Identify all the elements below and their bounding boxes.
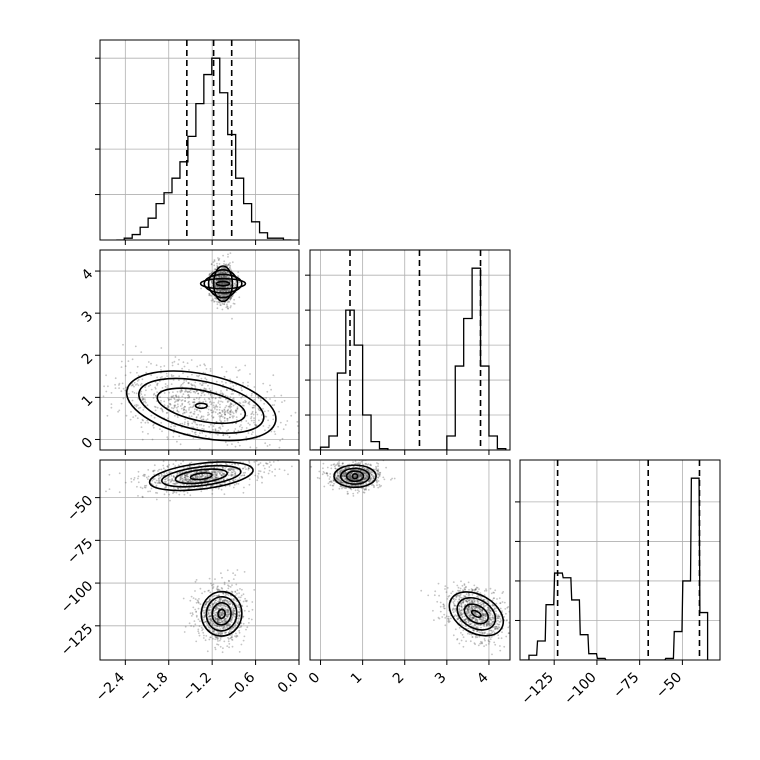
histogram-steps	[521, 477, 709, 660]
density-contour	[199, 277, 247, 290]
sample-points	[182, 569, 256, 654]
x-tick-label: −50	[653, 670, 685, 702]
y-tick-label: 3	[79, 308, 97, 326]
x-tick-label: −100	[561, 670, 600, 709]
panel-hist-p1	[95, 39, 300, 245]
density-contour	[138, 377, 265, 434]
y-tick-label: 4	[79, 266, 97, 284]
y-tick-label: −100	[58, 578, 97, 617]
x-tick-label: 3	[432, 670, 450, 688]
density-contour	[160, 464, 242, 488]
x-tick-label: −1.8	[136, 670, 171, 705]
density-contour	[212, 265, 234, 303]
density-contour	[345, 470, 365, 483]
density-contour	[125, 370, 277, 442]
panel-joint-p1-p2: 0 1 2 3 4	[79, 249, 300, 455]
density-contour	[448, 591, 505, 637]
x-tick-label: −75	[610, 670, 642, 702]
density-contour	[470, 609, 482, 619]
panel-hist-p3: −125 −100 −75 −50	[515, 459, 721, 709]
y-tick-label: 2	[79, 350, 97, 368]
y-tick-label: −50	[64, 493, 96, 525]
density-contour	[203, 273, 243, 294]
panel-hist-p2	[305, 249, 511, 455]
density-contour	[333, 464, 377, 489]
sample-points	[105, 460, 293, 502]
density-contour	[207, 268, 239, 299]
histogram-steps	[312, 267, 507, 450]
panel-joint-p1-p3: −2.4 −1.8 −1.2 −0.6 0.0 −50 −75 −100 −125	[58, 459, 302, 705]
histogram-steps	[116, 57, 292, 240]
panel-joint-p2-p3: 0 1 2 3 4	[306, 459, 511, 688]
panel-frame	[99, 249, 300, 451]
y-tick-label: −75	[64, 535, 96, 567]
density-contour	[211, 601, 232, 626]
density-contour	[148, 461, 254, 492]
x-tick-label: −125	[519, 670, 558, 709]
y-tick-label: 1	[79, 392, 97, 410]
panel-frame	[99, 39, 300, 241]
density-contour	[339, 467, 371, 485]
density-contour	[189, 472, 213, 481]
density-contour	[194, 402, 208, 410]
density-contour	[205, 595, 238, 632]
x-tick-label: −0.6	[223, 669, 258, 704]
y-tick-label: −125	[58, 621, 97, 660]
panel-frame	[519, 459, 721, 661]
density-contour	[217, 608, 226, 620]
density-contour	[215, 280, 231, 287]
density-contour	[174, 468, 228, 485]
density-contour	[200, 590, 243, 637]
density-contour	[351, 473, 359, 480]
sample-points	[102, 343, 299, 450]
x-tick-label: −2.4	[93, 669, 128, 704]
x-tick-label: 0	[306, 670, 324, 688]
x-tick-label: −1.2	[180, 670, 215, 705]
panel-frame	[309, 249, 511, 451]
panel-frame	[99, 459, 300, 661]
density-contour	[456, 596, 497, 631]
density-contour	[156, 387, 247, 425]
x-tick-label: 2	[390, 670, 408, 688]
density-contour	[463, 603, 489, 625]
panel-frame	[309, 459, 511, 661]
x-tick-label: 4	[474, 669, 492, 687]
x-tick-label: 0.0	[275, 670, 302, 697]
y-tick-label: 0	[79, 435, 97, 453]
x-tick-label: 1	[348, 670, 366, 688]
